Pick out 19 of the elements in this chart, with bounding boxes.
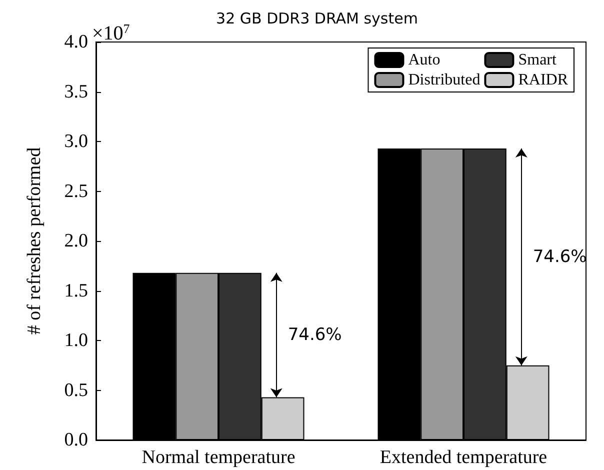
annotation: 74.6% — [532, 246, 587, 267]
y-tick-label: 2.0 — [64, 230, 88, 252]
chart-title: 32 GB DDR3 DRAM system — [216, 10, 418, 28]
y-tick-label: 1.0 — [64, 330, 88, 351]
y-tick-label: 0.0 — [64, 430, 88, 450]
annotation: 74.6% — [288, 325, 342, 346]
legend-label: Distributed — [408, 72, 480, 88]
y-tick-label: 3.5 — [64, 81, 88, 102]
legend-label: Auto — [408, 52, 440, 68]
legend-label: RAIDR — [518, 72, 568, 88]
x-tick-label: Extended temperature — [380, 447, 548, 468]
y-tick-label: 0.5 — [64, 380, 88, 401]
legend-label: Smart — [518, 52, 557, 68]
y-tick-label: 1.5 — [64, 280, 88, 302]
y-axis-title: # of refreshes performed — [24, 146, 45, 335]
y-tick-label: 2.5 — [64, 180, 88, 202]
y-tick-label: 4.0 — [64, 32, 88, 52]
y-tick-label: 3.0 — [64, 131, 88, 152]
x-tick-label: Normal temperature — [142, 447, 296, 468]
